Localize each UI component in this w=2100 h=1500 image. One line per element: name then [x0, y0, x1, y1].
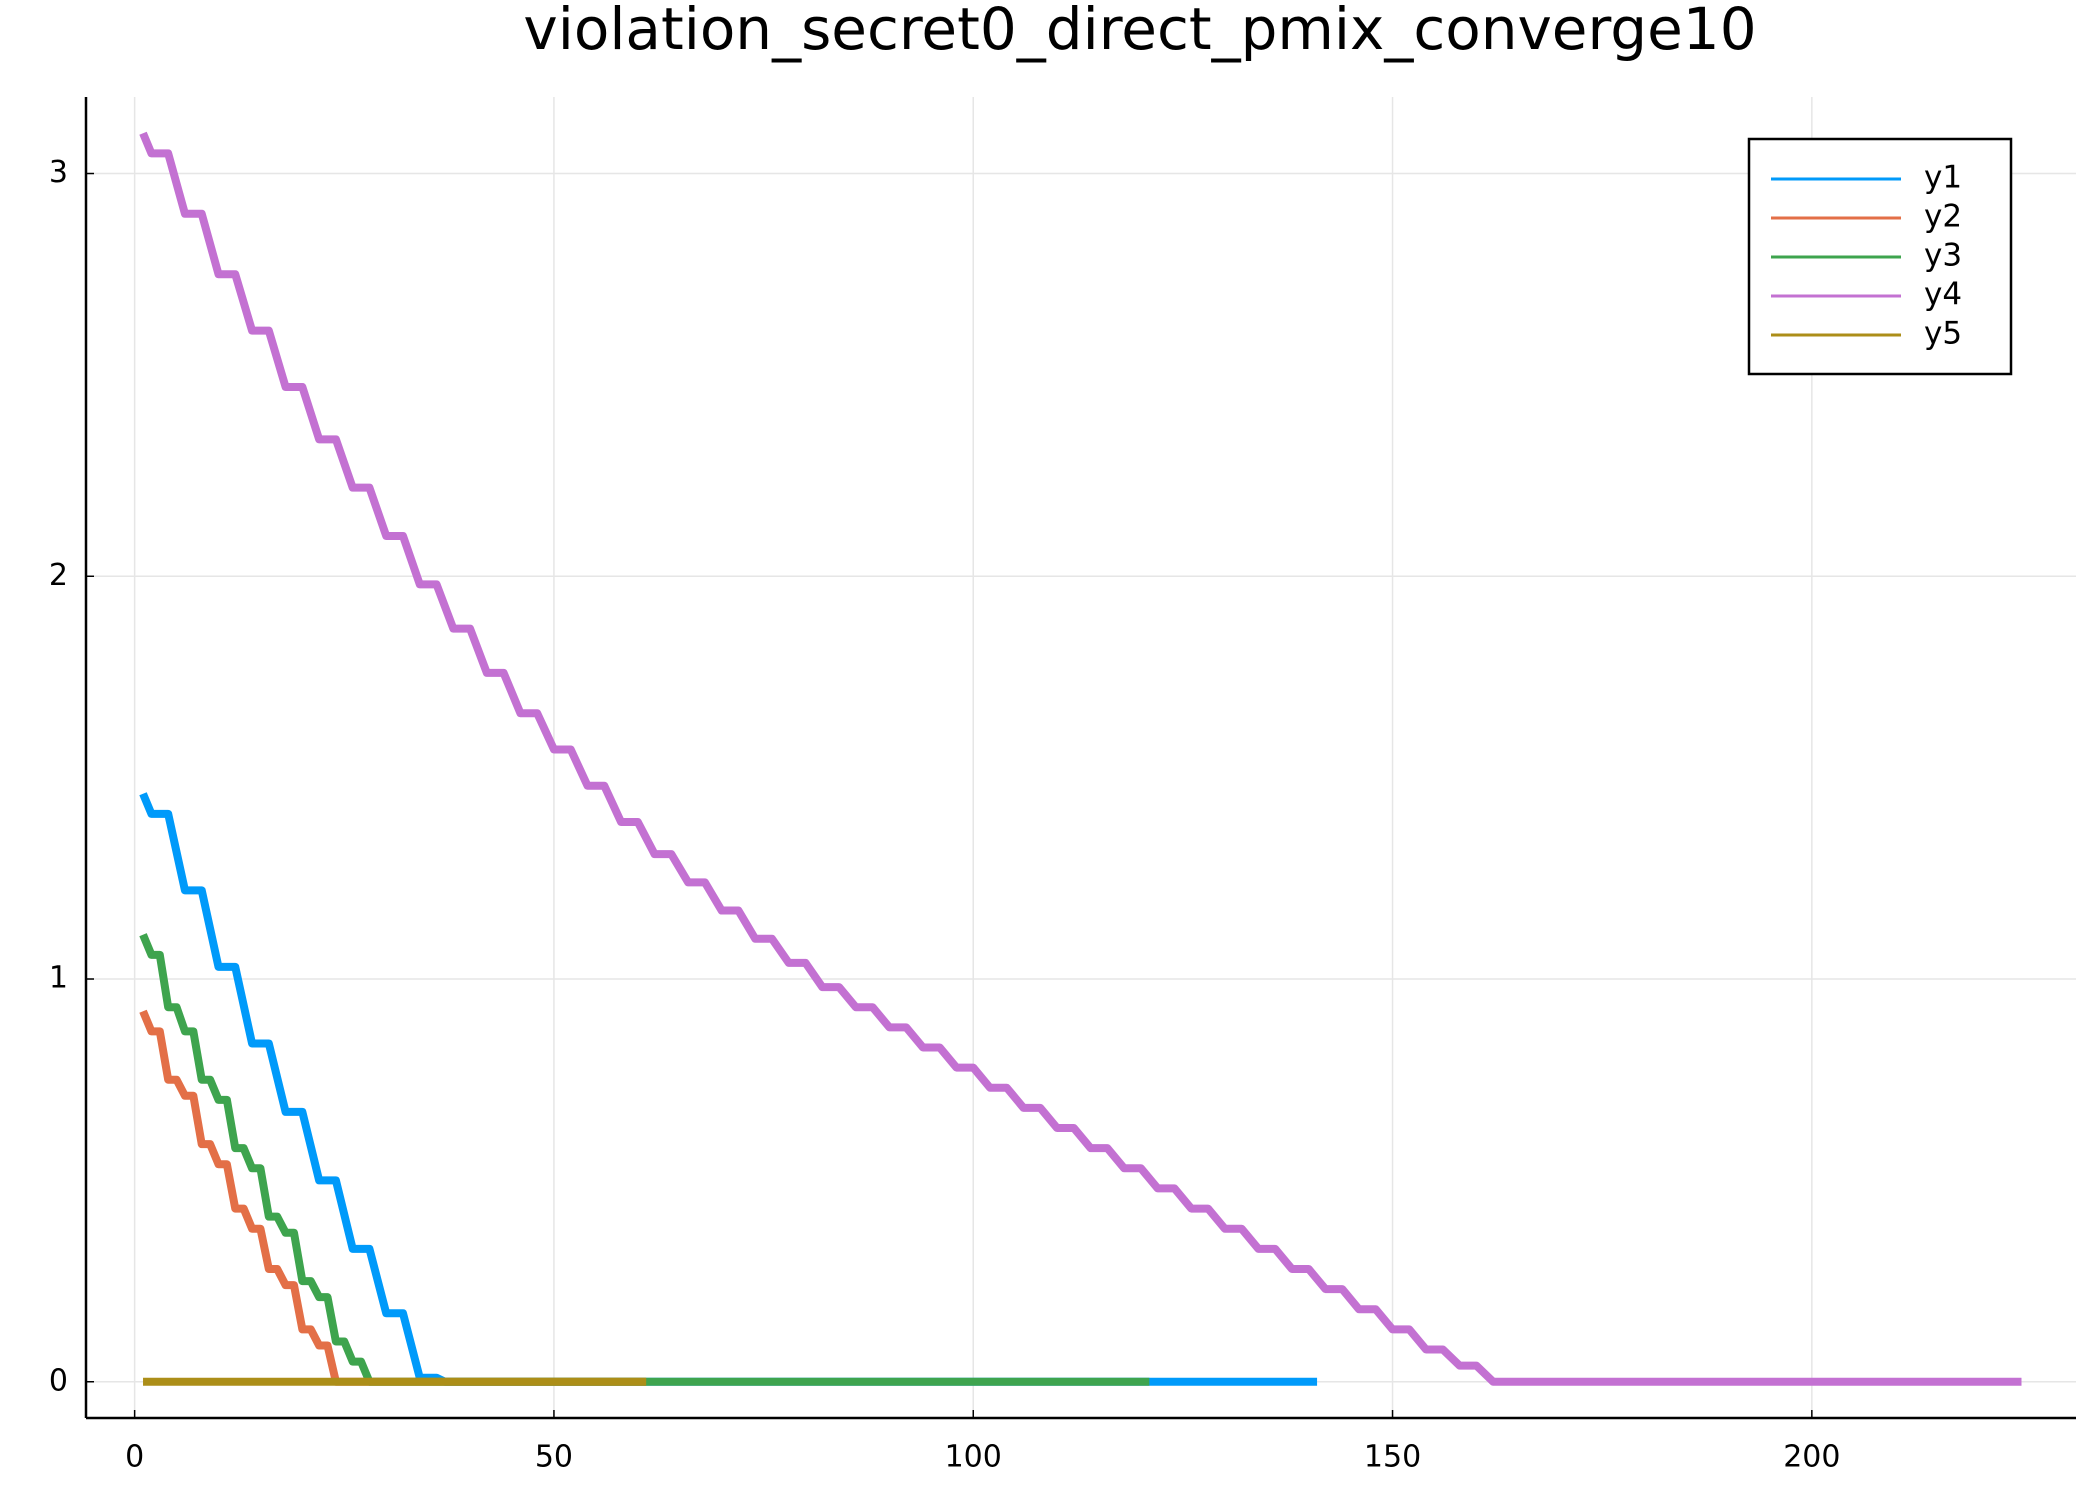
- y-tick-label: 2: [49, 558, 68, 593]
- series-line: [139, 131, 2022, 1386]
- x-tick-label: 100: [945, 1440, 1002, 1475]
- y-tick-label: 1: [49, 961, 68, 996]
- series-line: [139, 1009, 647, 1386]
- x-tick-label: 200: [1783, 1440, 1840, 1475]
- legend-label: y5: [1924, 316, 1962, 352]
- series-line: [139, 933, 1150, 1386]
- x-tick-label: 0: [125, 1440, 144, 1475]
- x-tick-label: 50: [535, 1440, 573, 1475]
- x-tick-label: 150: [1364, 1440, 1421, 1475]
- legend-label: y1: [1924, 160, 1962, 196]
- y-tick-label: 0: [49, 1363, 68, 1398]
- legend-label: y4: [1924, 277, 1962, 313]
- chart-title: violation_secret0_direct_pmix_converge10: [523, 0, 1756, 63]
- legend-label: y3: [1924, 238, 1962, 274]
- y-tick-label: 3: [49, 155, 68, 190]
- plot-lines: [139, 131, 2022, 1386]
- legend-label: y2: [1924, 199, 1962, 235]
- series-line: [139, 792, 1318, 1386]
